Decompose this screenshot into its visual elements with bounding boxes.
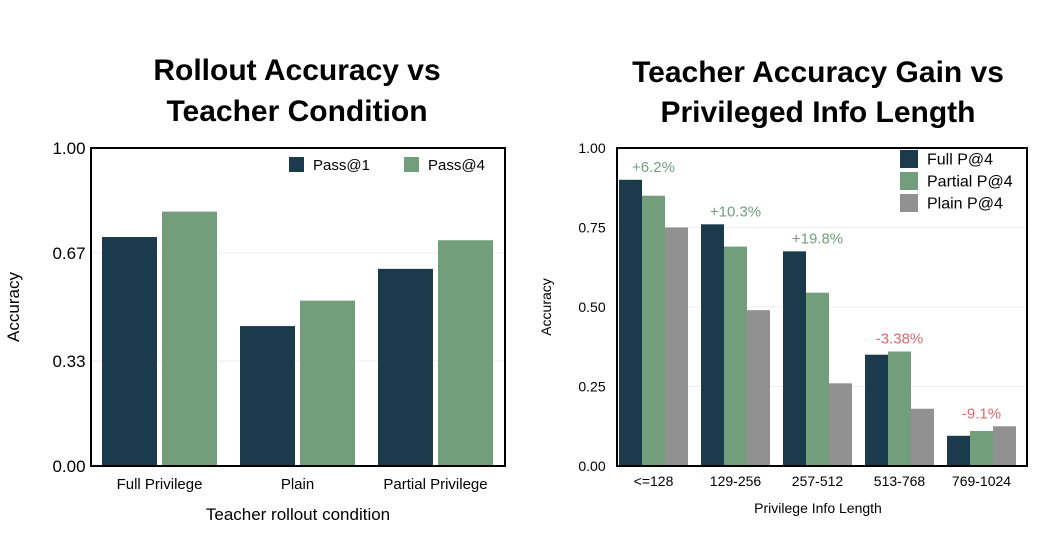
annotation-label: -9.1% — [962, 405, 1001, 422]
bar — [747, 310, 770, 466]
x-axis-label: Teacher rollout condition — [206, 505, 390, 524]
bar — [806, 292, 829, 466]
y-tick-label: 0.33 — [52, 352, 85, 371]
legend-swatch — [900, 194, 918, 212]
x-tick-label: 513-768 — [874, 473, 926, 489]
chart-title-line-2: Privileged Info Length — [660, 96, 975, 129]
legend-label: Plain P@4 — [927, 196, 1003, 213]
legend-swatch — [404, 157, 419, 172]
bar — [970, 431, 993, 466]
y-tick-label: 0.00 — [52, 457, 85, 476]
y-tick-label: 0.00 — [578, 458, 605, 474]
x-axis-label: Privilege Info Length — [754, 500, 882, 516]
bar — [888, 351, 911, 466]
legend-label: Partial P@4 — [927, 174, 1013, 191]
chart-title-line-1: Rollout Accuracy vs — [153, 54, 440, 87]
chart-title-line-1: Teacher Accuracy Gain vs — [632, 56, 1004, 89]
y-tick-label: 0.50 — [578, 299, 605, 315]
bar — [300, 300, 355, 466]
x-tick-label: Full Privilege — [117, 476, 203, 493]
bar — [829, 383, 852, 466]
bar — [911, 408, 934, 466]
annotation-label: +6.2% — [632, 159, 675, 176]
bar — [102, 237, 157, 466]
bar — [642, 195, 665, 466]
bar — [240, 326, 295, 466]
plot-frame — [616, 147, 1028, 467]
chart-teacher-accuracy-gain: Teacher Accuracy Gain vs Privileged Info… — [538, 56, 1028, 516]
y-tick-label: 0.25 — [578, 378, 605, 394]
annotation-label: +19.8% — [792, 230, 843, 247]
x-tick-label: Plain — [281, 476, 314, 493]
bar — [701, 224, 724, 466]
y-tick-label: 0.67 — [52, 244, 85, 263]
bar — [724, 246, 747, 466]
y-tick-label: 1.00 — [578, 140, 605, 156]
legend-label: Full P@4 — [927, 152, 993, 169]
legend-swatch — [900, 172, 918, 190]
bar — [619, 179, 642, 467]
bar — [947, 435, 970, 466]
x-tick-label: 769-1024 — [952, 473, 1011, 489]
legend-swatch — [289, 157, 304, 172]
chart-title-line-2: Teacher Condition — [166, 95, 427, 128]
x-tick-label: Partial Privilege — [383, 476, 487, 493]
y-axis-label: Accuracy — [538, 278, 554, 336]
bar — [665, 227, 688, 466]
legend-label: Pass@4 — [428, 157, 485, 174]
x-tick-label: <=128 — [634, 473, 674, 489]
bar — [162, 211, 217, 466]
bar — [783, 251, 806, 466]
bar — [378, 268, 433, 466]
bar — [993, 426, 1016, 466]
y-tick-label: 0.75 — [578, 219, 605, 235]
chart-rollout-accuracy: Rollout Accuracy vs Teacher Condition 0.… — [4, 54, 506, 524]
annotation-label: +10.3% — [710, 203, 761, 220]
y-tick-label: 1.00 — [52, 139, 85, 158]
x-tick-label: 257-512 — [792, 473, 844, 489]
legend-swatch — [900, 150, 918, 168]
bar — [865, 354, 888, 466]
legend-label: Pass@1 — [313, 157, 370, 174]
y-axis-label: Accuracy — [4, 272, 23, 342]
bar — [438, 240, 493, 466]
annotation-label: -3.38% — [876, 331, 924, 348]
x-tick-label: 129-256 — [710, 473, 762, 489]
plot-frame — [90, 147, 506, 467]
